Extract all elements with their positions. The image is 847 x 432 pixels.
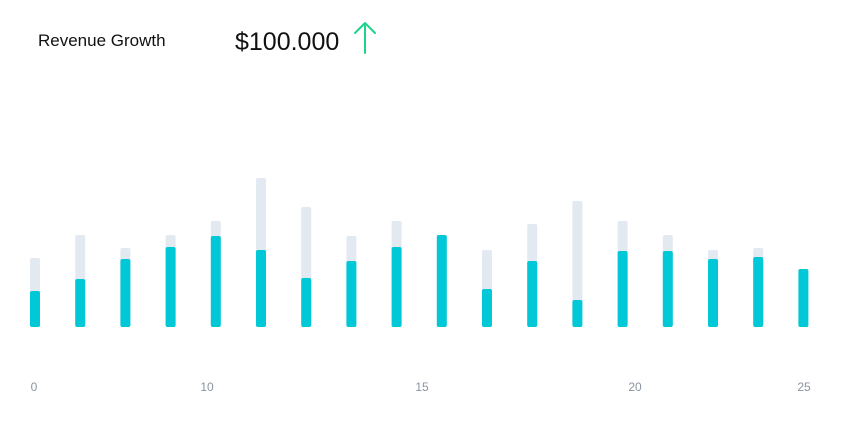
- value-bar: [256, 250, 266, 327]
- value-bar: [436, 235, 447, 327]
- value-bar: [662, 251, 673, 327]
- chart-title: Revenue Growth: [38, 31, 166, 50]
- value-bar: [708, 259, 718, 327]
- value-bar: [165, 247, 176, 327]
- value-bar: [75, 279, 86, 327]
- background-bar: [572, 201, 583, 327]
- value-bar: [527, 261, 538, 327]
- x-tick-label: 20: [628, 380, 642, 394]
- revenue-amount: $100.000: [235, 28, 340, 56]
- arrow-up-icon: [354, 22, 376, 54]
- value-bar: [301, 278, 312, 327]
- value-bar: [391, 247, 402, 327]
- value-bar: [798, 269, 809, 327]
- value-bar: [482, 289, 492, 327]
- x-tick-label: 0: [31, 380, 38, 394]
- x-tick-label: 15: [415, 380, 429, 394]
- x-tick-label: 10: [200, 380, 214, 394]
- value-bar: [30, 291, 40, 327]
- value-bar: [346, 261, 357, 327]
- value-bar: [120, 259, 131, 327]
- value-bar: [617, 251, 628, 327]
- value-bar: [572, 300, 583, 327]
- value-bar: [753, 257, 764, 327]
- x-tick-label: 25: [797, 380, 811, 394]
- value-bar: [210, 236, 221, 327]
